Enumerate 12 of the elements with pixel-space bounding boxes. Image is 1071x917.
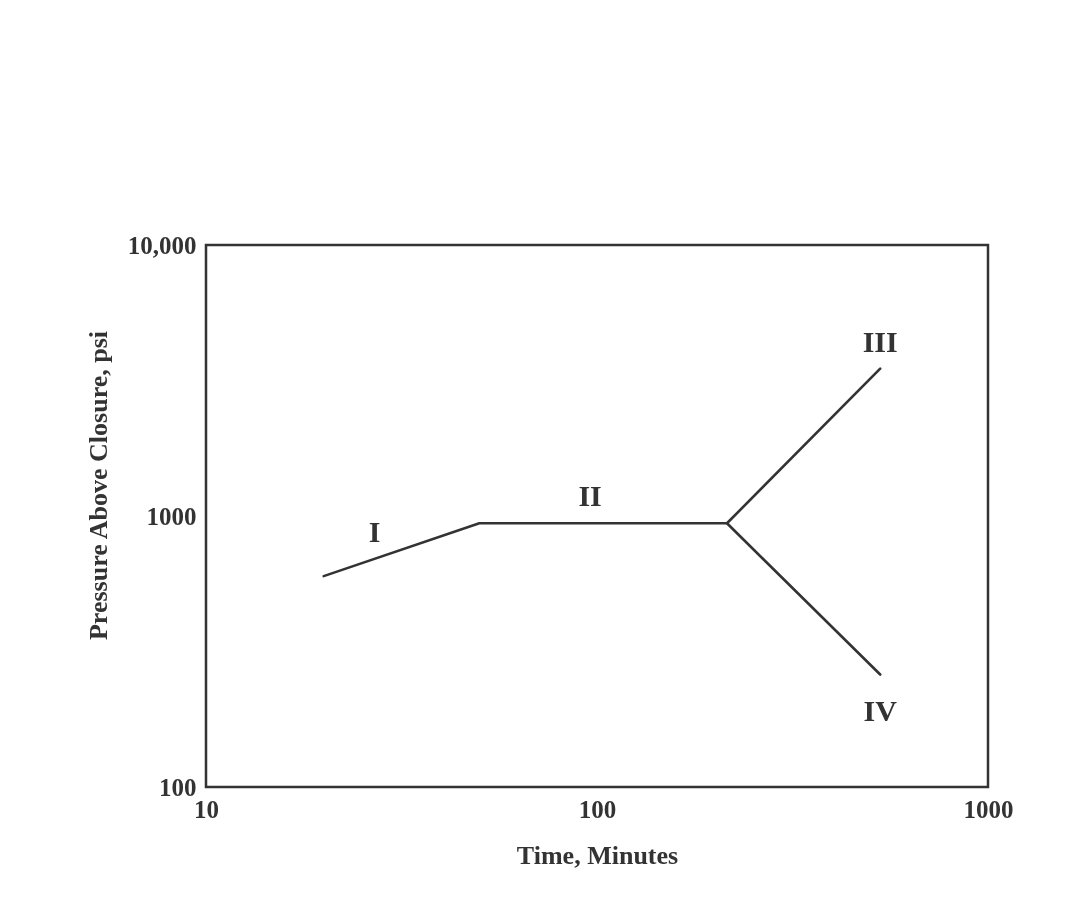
x-tick-label: 100	[578, 795, 617, 823]
y-tick-label: 100	[159, 773, 197, 801]
x-tick-label: 10	[194, 795, 219, 823]
annotation: I	[368, 514, 381, 548]
y-tick-label: 1000	[146, 502, 197, 530]
annotation: II	[578, 479, 602, 513]
x-tick-label: 1000	[963, 795, 1014, 823]
y-tick-label: 10,000	[127, 231, 197, 259]
annotation: IV	[863, 693, 898, 727]
x-axis-title: Time, Minutes	[516, 840, 679, 870]
y-axis-title: Pressure Above Closure, psi	[83, 330, 113, 641]
annotation: III	[862, 324, 898, 358]
